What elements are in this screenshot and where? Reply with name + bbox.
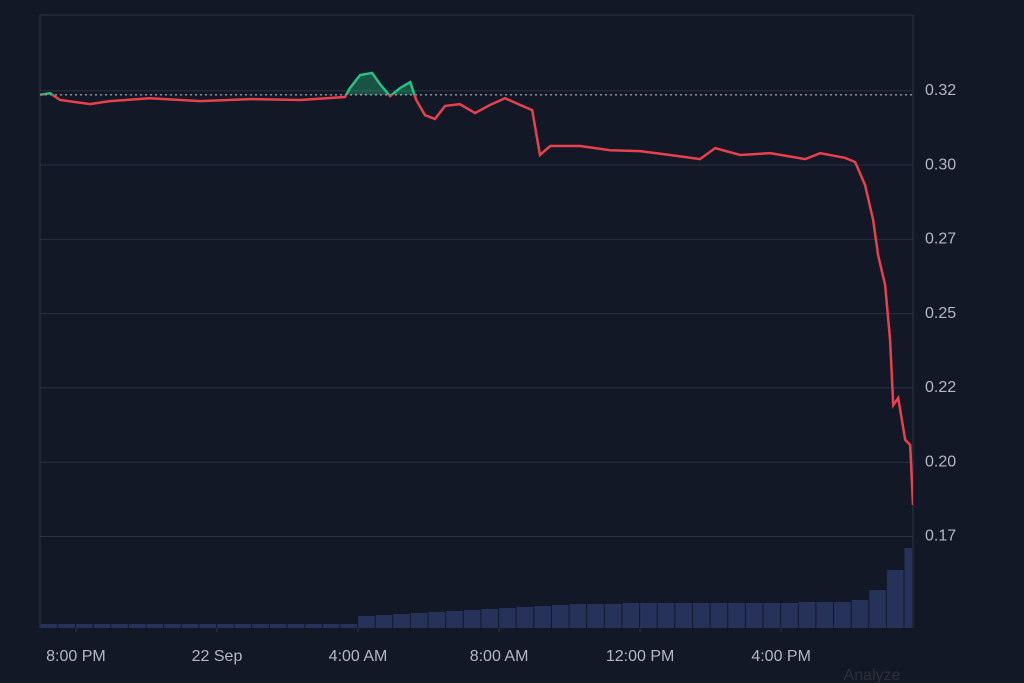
volume-bar xyxy=(763,603,781,628)
x-tick-label: 22 Sep xyxy=(192,648,243,665)
volume-bar xyxy=(128,624,146,628)
volume-bar xyxy=(446,611,463,628)
volume-bar xyxy=(375,615,393,628)
volume-bar xyxy=(622,603,640,628)
volume-bar xyxy=(851,600,869,628)
volume-bar xyxy=(834,602,851,628)
volume-bar xyxy=(516,607,534,628)
volume-bar xyxy=(146,624,164,628)
volume-bar xyxy=(816,602,834,628)
volume-bar xyxy=(745,603,763,628)
volume-bar xyxy=(252,624,269,628)
volume-bar xyxy=(199,624,216,628)
volume-bar xyxy=(869,590,886,628)
volume-bar xyxy=(463,610,481,628)
volume-bar xyxy=(358,616,375,628)
volume-bar xyxy=(216,624,234,628)
volume-bar xyxy=(164,624,181,628)
volume-bar xyxy=(269,624,287,628)
x-tick-label: 12:00 PM xyxy=(606,648,674,665)
volume-bar xyxy=(569,604,587,628)
volume-bar xyxy=(75,624,93,628)
volume-bar xyxy=(287,624,305,628)
x-tick-label: 8:00 PM xyxy=(46,648,106,665)
volume-bar xyxy=(886,570,904,628)
price-line-down xyxy=(40,94,913,506)
volume-bar xyxy=(657,603,675,628)
volume-bar xyxy=(710,603,728,628)
x-tick-label: 8:00 AM xyxy=(470,648,529,665)
volume-bar xyxy=(728,603,745,628)
volume-bar xyxy=(499,608,516,628)
y-tick-label: 0.27 xyxy=(925,231,956,248)
price-area xyxy=(40,72,415,95)
y-tick-label: 0.25 xyxy=(925,305,956,322)
volume-bar xyxy=(551,605,569,628)
x-tick-label: 4:00 PM xyxy=(751,648,811,665)
volume-bar xyxy=(534,606,551,628)
x-tick-label: 4:00 AM xyxy=(329,648,388,665)
volume-bar xyxy=(428,612,446,628)
volume-bar xyxy=(587,604,604,628)
volume-bar xyxy=(640,603,657,628)
volume-bar xyxy=(604,604,622,628)
volume-bar xyxy=(675,603,692,628)
y-tick-label: 0.22 xyxy=(925,379,956,396)
volume-bar xyxy=(781,603,798,628)
y-tick-label: 0.20 xyxy=(925,453,956,470)
y-tick-label: 0.32 xyxy=(925,82,956,99)
volume-bar xyxy=(798,602,816,628)
volume-bar xyxy=(322,624,340,628)
volume-bar xyxy=(181,624,199,628)
volume-bar xyxy=(305,624,322,628)
volume-bar xyxy=(481,609,499,628)
volume-bar xyxy=(904,548,912,628)
volume-bar xyxy=(58,624,75,628)
volume-bar xyxy=(692,603,710,628)
volume-bar xyxy=(340,624,358,628)
y-tick-label: 0.17 xyxy=(925,528,956,545)
volume-bar xyxy=(111,624,128,628)
volume-bar xyxy=(93,624,111,628)
volume-bar xyxy=(393,614,410,628)
volume-bar xyxy=(410,613,428,628)
volume-bar xyxy=(234,624,252,628)
volume-bar xyxy=(40,624,58,628)
y-tick-label: 0.30 xyxy=(925,156,956,173)
analyze-button[interactable]: Analyze xyxy=(844,667,901,683)
